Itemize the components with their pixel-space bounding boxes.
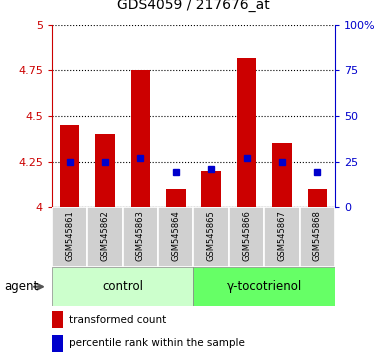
Text: GSM545863: GSM545863 bbox=[136, 211, 145, 261]
Bar bbox=[52, 207, 87, 267]
Text: control: control bbox=[102, 280, 143, 293]
Bar bbox=[264, 207, 300, 267]
Bar bbox=[52, 311, 63, 328]
Text: agent: agent bbox=[4, 280, 38, 293]
Bar bbox=[52, 267, 193, 306]
Bar bbox=[52, 335, 63, 352]
Bar bbox=[60, 125, 79, 207]
Text: GSM545864: GSM545864 bbox=[171, 211, 180, 261]
Text: γ-tocotrienol: γ-tocotrienol bbox=[227, 280, 302, 293]
Bar bbox=[272, 143, 291, 207]
Text: GSM545865: GSM545865 bbox=[207, 211, 216, 261]
Text: GDS4059 / 217676_at: GDS4059 / 217676_at bbox=[117, 0, 270, 12]
Bar bbox=[201, 171, 221, 207]
Text: GSM545861: GSM545861 bbox=[65, 211, 74, 261]
Bar bbox=[87, 207, 123, 267]
Bar bbox=[229, 207, 264, 267]
Bar bbox=[193, 267, 335, 306]
Bar bbox=[123, 207, 158, 267]
Text: transformed count: transformed count bbox=[69, 315, 166, 325]
Text: GSM545866: GSM545866 bbox=[242, 211, 251, 261]
Bar bbox=[131, 70, 150, 207]
Bar bbox=[158, 207, 193, 267]
Text: percentile rank within the sample: percentile rank within the sample bbox=[69, 338, 245, 348]
Text: GSM545867: GSM545867 bbox=[277, 211, 286, 261]
Text: GSM545862: GSM545862 bbox=[100, 211, 110, 261]
Text: GSM545868: GSM545868 bbox=[313, 211, 322, 261]
Bar bbox=[193, 207, 229, 267]
Bar bbox=[237, 58, 256, 207]
Bar bbox=[308, 189, 327, 207]
Bar bbox=[166, 189, 186, 207]
Bar bbox=[300, 207, 335, 267]
Bar bbox=[95, 134, 115, 207]
